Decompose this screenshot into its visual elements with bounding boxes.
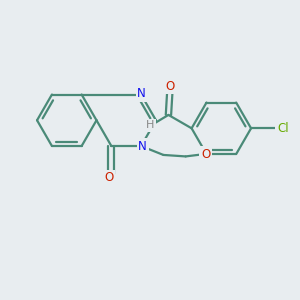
Text: Cl: Cl [277, 122, 289, 135]
Text: N: N [137, 87, 146, 100]
Text: N: N [138, 140, 147, 153]
Text: O: O [104, 171, 114, 184]
Text: H: H [146, 120, 154, 130]
Text: O: O [165, 80, 175, 93]
Text: O: O [201, 148, 210, 160]
